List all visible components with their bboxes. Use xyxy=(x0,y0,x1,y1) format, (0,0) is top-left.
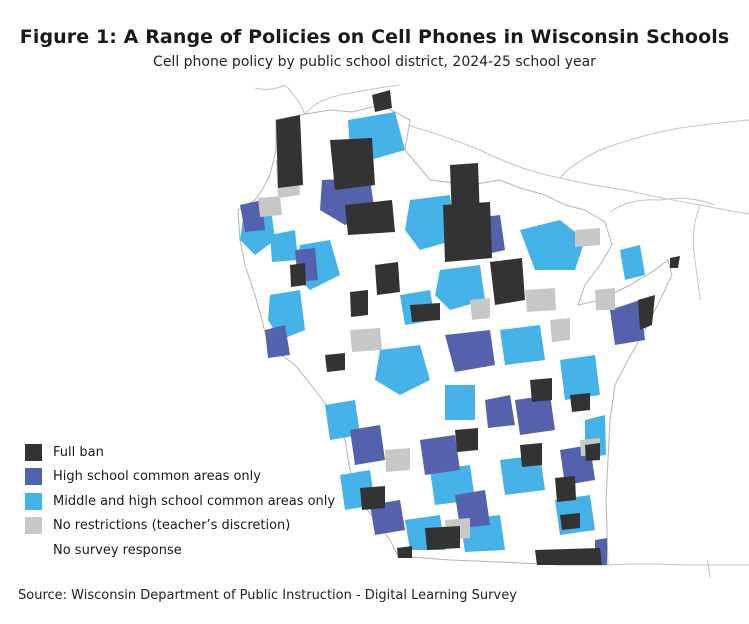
legend-item-no-response: No survey response xyxy=(25,538,335,563)
source-note: Source: Wisconsin Department of Public I… xyxy=(18,588,517,603)
legend-item-no-restrictions: No restrictions (teacher’s discretion) xyxy=(25,514,335,539)
lake-shapes xyxy=(410,78,749,560)
legend-label: Middle and high school common areas only xyxy=(53,493,336,509)
legend-swatch xyxy=(25,517,42,535)
map-legend: Full ban High school common areas only M… xyxy=(25,440,335,563)
legend-label: High school common areas only xyxy=(53,469,261,485)
legend-swatch xyxy=(25,541,42,559)
districts-high-school xyxy=(240,178,645,565)
legend-label: Full ban xyxy=(53,444,104,460)
districts-full-ban xyxy=(276,90,680,565)
legend-swatch xyxy=(25,492,42,510)
legend-item-middle-high: Middle and high school common areas only xyxy=(25,489,335,514)
legend-label: No restrictions (teacher’s discretion) xyxy=(53,518,291,534)
legend-label: No survey response xyxy=(53,542,182,558)
chart-subtitle: Cell phone policy by public school distr… xyxy=(153,54,596,70)
legend-swatch xyxy=(25,468,42,486)
wisconsin-district-map xyxy=(237,78,749,578)
legend-item-full-ban: Full ban xyxy=(25,440,335,465)
legend-item-high-school: High school common areas only xyxy=(25,465,335,490)
chart-title: Figure 1: A Range of Policies on Cell Ph… xyxy=(19,26,730,48)
legend-swatch xyxy=(25,443,42,461)
